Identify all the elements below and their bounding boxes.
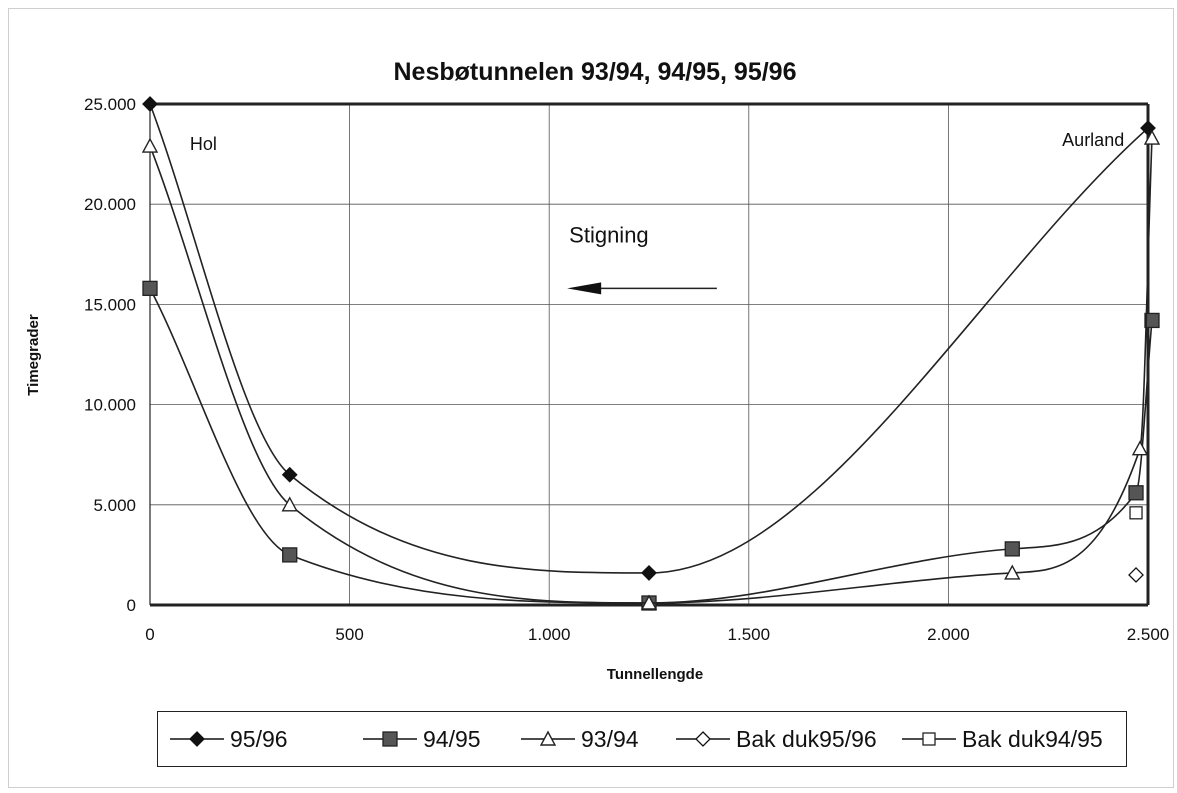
x-tick-label-3: 1.500	[728, 625, 771, 644]
x-tick-label-1: 500	[335, 625, 363, 644]
annotation-aurland: Aurland	[1062, 130, 1124, 150]
series-2	[141, 129, 1161, 610]
series-4-point-0	[1129, 506, 1143, 520]
x-tick-label-0: 0	[145, 625, 154, 644]
legend-label-0: 95/96	[230, 726, 288, 752]
series-layer	[141, 96, 1161, 611]
x-tick-label-4: 2.000	[927, 625, 970, 644]
legend-marker-2	[539, 730, 557, 746]
series-1-point-5	[1144, 312, 1160, 329]
x-tick-label-2: 1.000	[528, 625, 571, 644]
series-1-point-3	[1004, 541, 1020, 557]
series-line-1	[149, 287, 1153, 604]
legend-marker-1	[382, 731, 398, 747]
legend-marker-4	[922, 732, 936, 746]
y-tick-label-5: 25.000	[84, 95, 136, 114]
stigning-arrow	[567, 282, 717, 295]
x-tick-labels: 0 500 1.000 1.500 2.000 2.500	[145, 625, 1169, 644]
series-1	[142, 280, 1160, 611]
legend-item-1: 94/95	[363, 726, 481, 752]
series-0	[142, 96, 1156, 581]
series-2-point-2	[640, 594, 658, 610]
series-2-point-0	[141, 137, 159, 153]
arrow-head	[567, 282, 602, 295]
annotation-stigning: Stigning	[569, 222, 649, 247]
y-tick-label-2: 10.000	[84, 396, 136, 415]
y-tick-label-1: 5.000	[93, 496, 136, 515]
legend: 95/96 94/95 93/94 Bak duk95/96 Bak duk94/95	[157, 711, 1127, 767]
series-3	[1128, 567, 1144, 583]
legend-item-0: 95/96	[170, 726, 288, 752]
series-2-point-5	[1143, 129, 1161, 145]
legend-items: 95/96 94/95 93/94 Bak duk95/96 Bak duk94/95	[170, 726, 1103, 752]
series-0-point-2	[641, 565, 657, 581]
legend-label-4: Bak duk94/95	[962, 726, 1103, 752]
chart-title: Nesbøtunnelen 93/94, 94/95, 95/96	[394, 58, 797, 86]
series-1-point-1	[282, 547, 298, 563]
series-4	[1129, 506, 1143, 520]
series-1-point-4	[1128, 485, 1144, 501]
series-line-0	[149, 103, 1149, 574]
y-tick-label-0: 0	[127, 596, 136, 615]
grid	[149, 103, 1149, 606]
series-0-point-0	[142, 96, 158, 112]
legend-marker-0	[189, 731, 205, 747]
y-axis-label: Timegrader	[25, 314, 42, 396]
series-line-2	[149, 138, 1153, 604]
x-axis-label: Tunnellengde	[607, 666, 703, 683]
axes	[149, 102, 1150, 607]
series-2-point-3	[1004, 564, 1021, 580]
y-tick-label-3: 15.000	[84, 295, 136, 314]
legend-marker-3	[695, 731, 711, 747]
y-tick-label-4: 20.000	[84, 195, 136, 214]
legend-label-1: 94/95	[423, 726, 481, 752]
annotations: Hol Aurland Stigning	[190, 130, 1124, 247]
series-2-point-4	[1131, 440, 1149, 456]
series-3-point-0	[1128, 567, 1144, 583]
series-2-point-1	[281, 496, 298, 512]
chart-frame	[8, 8, 1174, 788]
legend-item-3: Bak duk95/96	[676, 726, 877, 752]
legend-label-3: Bak duk95/96	[736, 726, 877, 752]
x-tick-label-5: 2.500	[1127, 625, 1170, 644]
series-1-point-0	[142, 280, 158, 297]
legend-item-4: Bak duk94/95	[902, 726, 1103, 752]
legend-label-2: 93/94	[581, 726, 639, 752]
series-0-point-1	[281, 466, 298, 483]
y-tick-labels: 0 5.000 10.000 15.000 20.000 25.000	[84, 95, 136, 615]
annotation-hol: Hol	[190, 134, 217, 154]
legend-item-2: 93/94	[521, 726, 639, 752]
